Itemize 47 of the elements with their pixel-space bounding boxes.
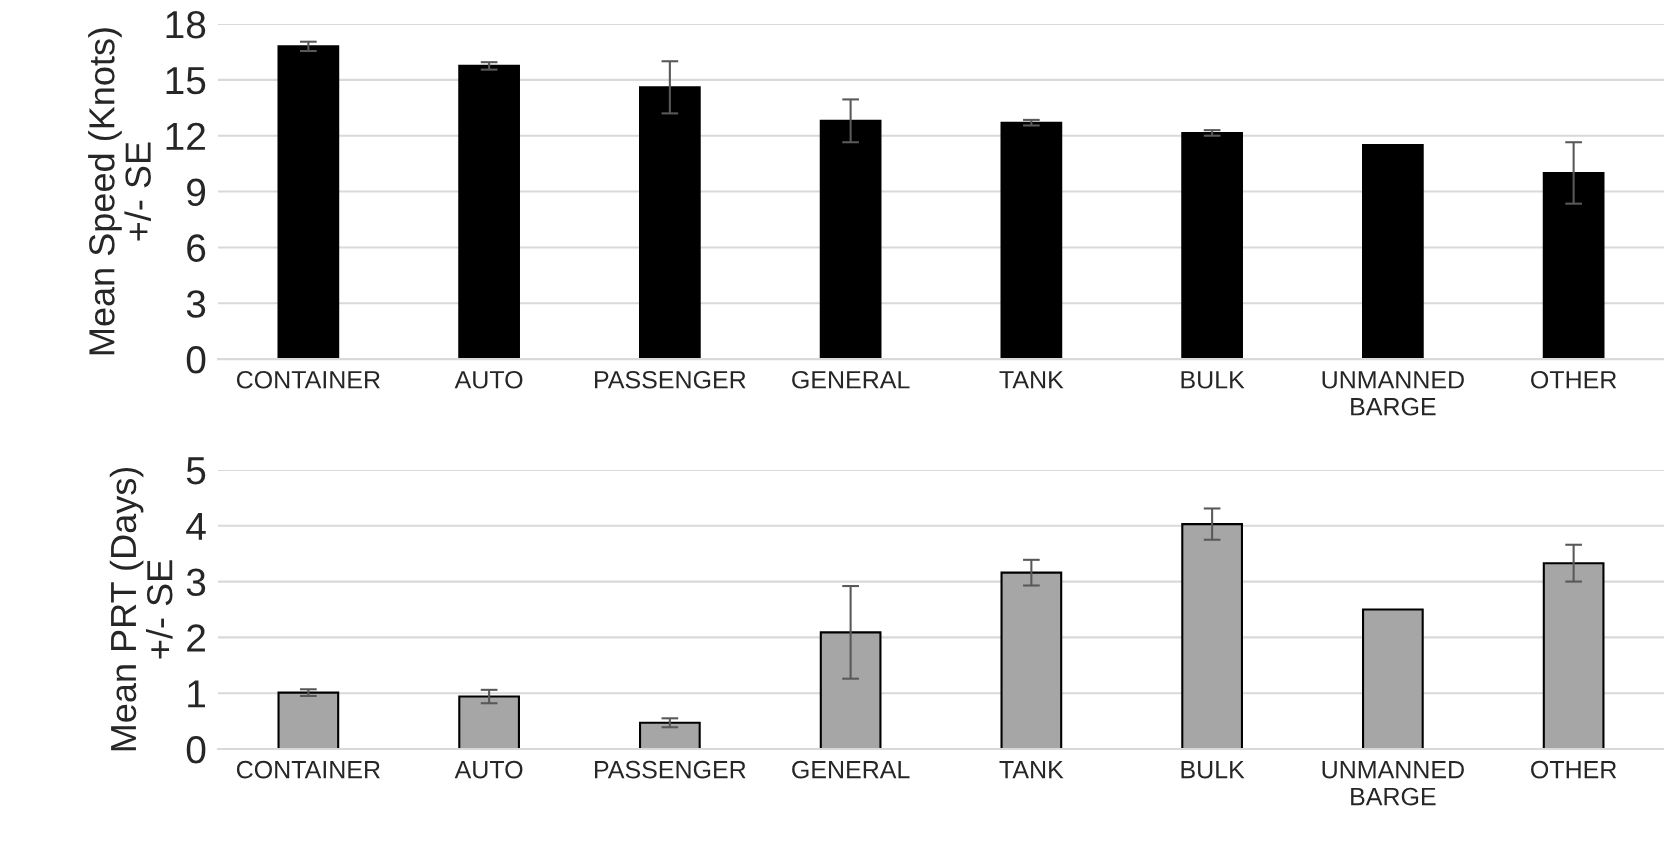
y-tick-label: 18 <box>166 10 206 39</box>
y-tick-label: 5 <box>186 457 206 485</box>
bar <box>1181 523 1243 750</box>
x-tick-label: TANK <box>999 761 1064 779</box>
bar <box>1181 131 1243 360</box>
y-axis-title: Mean PRT (Days) +/- SE <box>109 467 173 751</box>
x-tick-label: PASSENGER <box>595 370 746 389</box>
y-tick-label: 1 <box>188 680 205 708</box>
y-tick-label: 4 <box>186 513 206 540</box>
x-tick-label: TANK <box>999 371 1064 389</box>
bar <box>458 695 520 750</box>
y-tick-label: 2 <box>187 624 205 652</box>
x-tick-label: UNMANNED BARGE <box>1322 371 1464 416</box>
x-tick-label: BULK <box>1181 761 1245 779</box>
bar <box>1542 171 1605 360</box>
x-tick-label: UNMANNED BARGE <box>1322 761 1464 806</box>
x-tick-label: PASSENGER <box>595 760 746 779</box>
y-tick-label: 0 <box>186 735 206 764</box>
bar <box>1000 121 1063 360</box>
y-tick-label: 0 <box>186 346 206 374</box>
bar <box>639 721 701 750</box>
y-axis-title: Mean Speed (Knots) +/- SE <box>88 28 151 355</box>
bar <box>1362 143 1424 360</box>
y-tick-label: 6 <box>187 234 206 262</box>
bar <box>277 45 340 360</box>
y-tick-label: 3 <box>186 568 206 597</box>
y-tick-label: 9 <box>187 178 206 207</box>
x-tick-label: BULK <box>1181 371 1245 389</box>
bar <box>1542 562 1605 750</box>
x-tick-label: OTHER <box>1531 370 1617 389</box>
bar <box>1000 571 1063 750</box>
x-tick-label: CONTAINER <box>236 760 380 779</box>
x-tick-label: AUTO <box>454 370 523 389</box>
x-tick-label: GENERAL <box>792 370 910 389</box>
x-tick-label: GENERAL <box>792 760 910 779</box>
bar <box>819 631 882 750</box>
bar <box>277 691 340 750</box>
y-tick-label: 12 <box>166 122 205 150</box>
bar <box>819 119 882 360</box>
x-tick-label: OTHER <box>1531 760 1617 779</box>
x-tick-label: CONTAINER <box>236 370 380 389</box>
y-tick-label: 3 <box>186 290 206 318</box>
x-tick-label: AUTO <box>454 760 523 779</box>
bar <box>1362 608 1424 750</box>
bar <box>458 64 520 360</box>
bar <box>639 86 701 360</box>
y-tick-label: 15 <box>166 67 206 95</box>
